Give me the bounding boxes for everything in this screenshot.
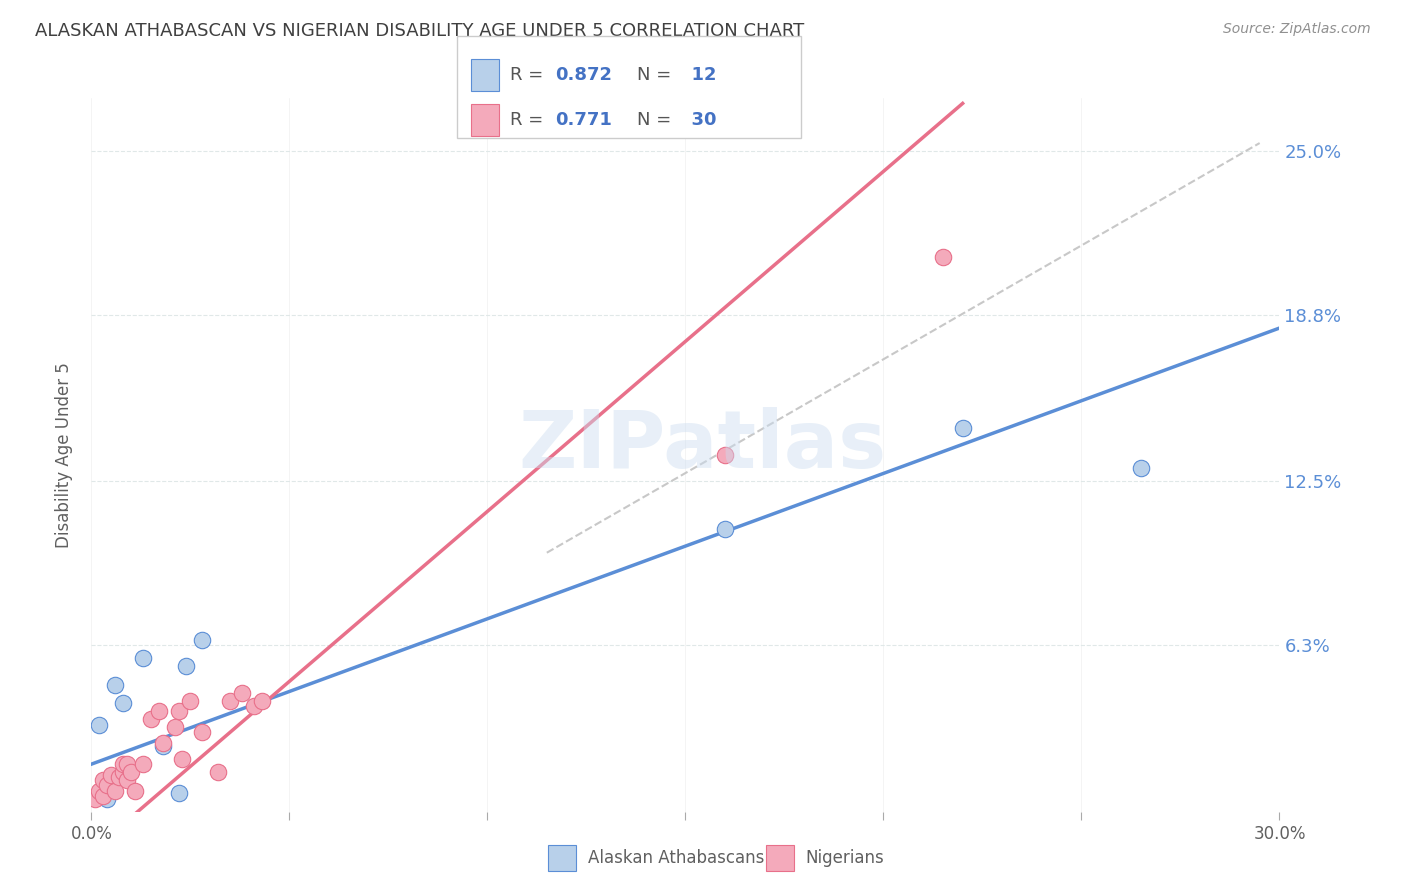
Text: R =: R = bbox=[510, 111, 550, 128]
Point bbox=[104, 783, 127, 797]
Point bbox=[148, 704, 170, 718]
Point bbox=[152, 739, 174, 753]
Text: 12: 12 bbox=[679, 66, 717, 84]
Text: R =: R = bbox=[510, 66, 550, 84]
Point bbox=[124, 783, 146, 797]
Text: 30: 30 bbox=[679, 111, 717, 128]
Point bbox=[132, 757, 155, 772]
Point bbox=[207, 765, 229, 780]
Text: 0.771: 0.771 bbox=[555, 111, 612, 128]
Point bbox=[89, 783, 111, 797]
Point bbox=[89, 717, 111, 731]
Point bbox=[112, 697, 135, 711]
Point bbox=[132, 651, 155, 665]
Point bbox=[952, 421, 974, 435]
Point bbox=[250, 694, 273, 708]
Point bbox=[231, 686, 253, 700]
Point bbox=[91, 789, 114, 803]
Point bbox=[152, 736, 174, 750]
Point bbox=[96, 778, 118, 792]
Point bbox=[179, 694, 201, 708]
Text: N =: N = bbox=[637, 66, 676, 84]
Point bbox=[115, 772, 138, 787]
Y-axis label: Disability Age Under 5: Disability Age Under 5 bbox=[55, 362, 73, 548]
Text: Nigerians: Nigerians bbox=[806, 849, 884, 867]
Point bbox=[172, 752, 194, 766]
Point bbox=[104, 678, 127, 692]
Point bbox=[112, 757, 135, 772]
Text: Alaskan Athabascans: Alaskan Athabascans bbox=[588, 849, 763, 867]
Point bbox=[714, 448, 737, 462]
Point bbox=[242, 698, 264, 713]
Point bbox=[932, 250, 955, 264]
Point bbox=[96, 791, 118, 805]
Point bbox=[100, 768, 122, 782]
Text: ZIPatlas: ZIPatlas bbox=[519, 407, 887, 485]
Point bbox=[176, 659, 198, 673]
Point bbox=[219, 694, 242, 708]
Point bbox=[108, 770, 131, 784]
Point bbox=[115, 757, 138, 772]
Point bbox=[191, 632, 214, 647]
Text: Source: ZipAtlas.com: Source: ZipAtlas.com bbox=[1223, 22, 1371, 37]
Point bbox=[120, 765, 142, 780]
Point bbox=[112, 765, 135, 780]
Point bbox=[167, 786, 190, 800]
Point bbox=[1129, 461, 1152, 475]
Point bbox=[714, 522, 737, 536]
Point bbox=[139, 712, 162, 726]
Point bbox=[91, 772, 114, 787]
Point bbox=[191, 725, 214, 739]
Text: 0.872: 0.872 bbox=[555, 66, 613, 84]
Text: N =: N = bbox=[637, 111, 676, 128]
Point bbox=[167, 704, 190, 718]
Point bbox=[163, 720, 186, 734]
Text: ALASKAN ATHABASCAN VS NIGERIAN DISABILITY AGE UNDER 5 CORRELATION CHART: ALASKAN ATHABASCAN VS NIGERIAN DISABILIT… bbox=[35, 22, 804, 40]
Point bbox=[84, 791, 107, 805]
